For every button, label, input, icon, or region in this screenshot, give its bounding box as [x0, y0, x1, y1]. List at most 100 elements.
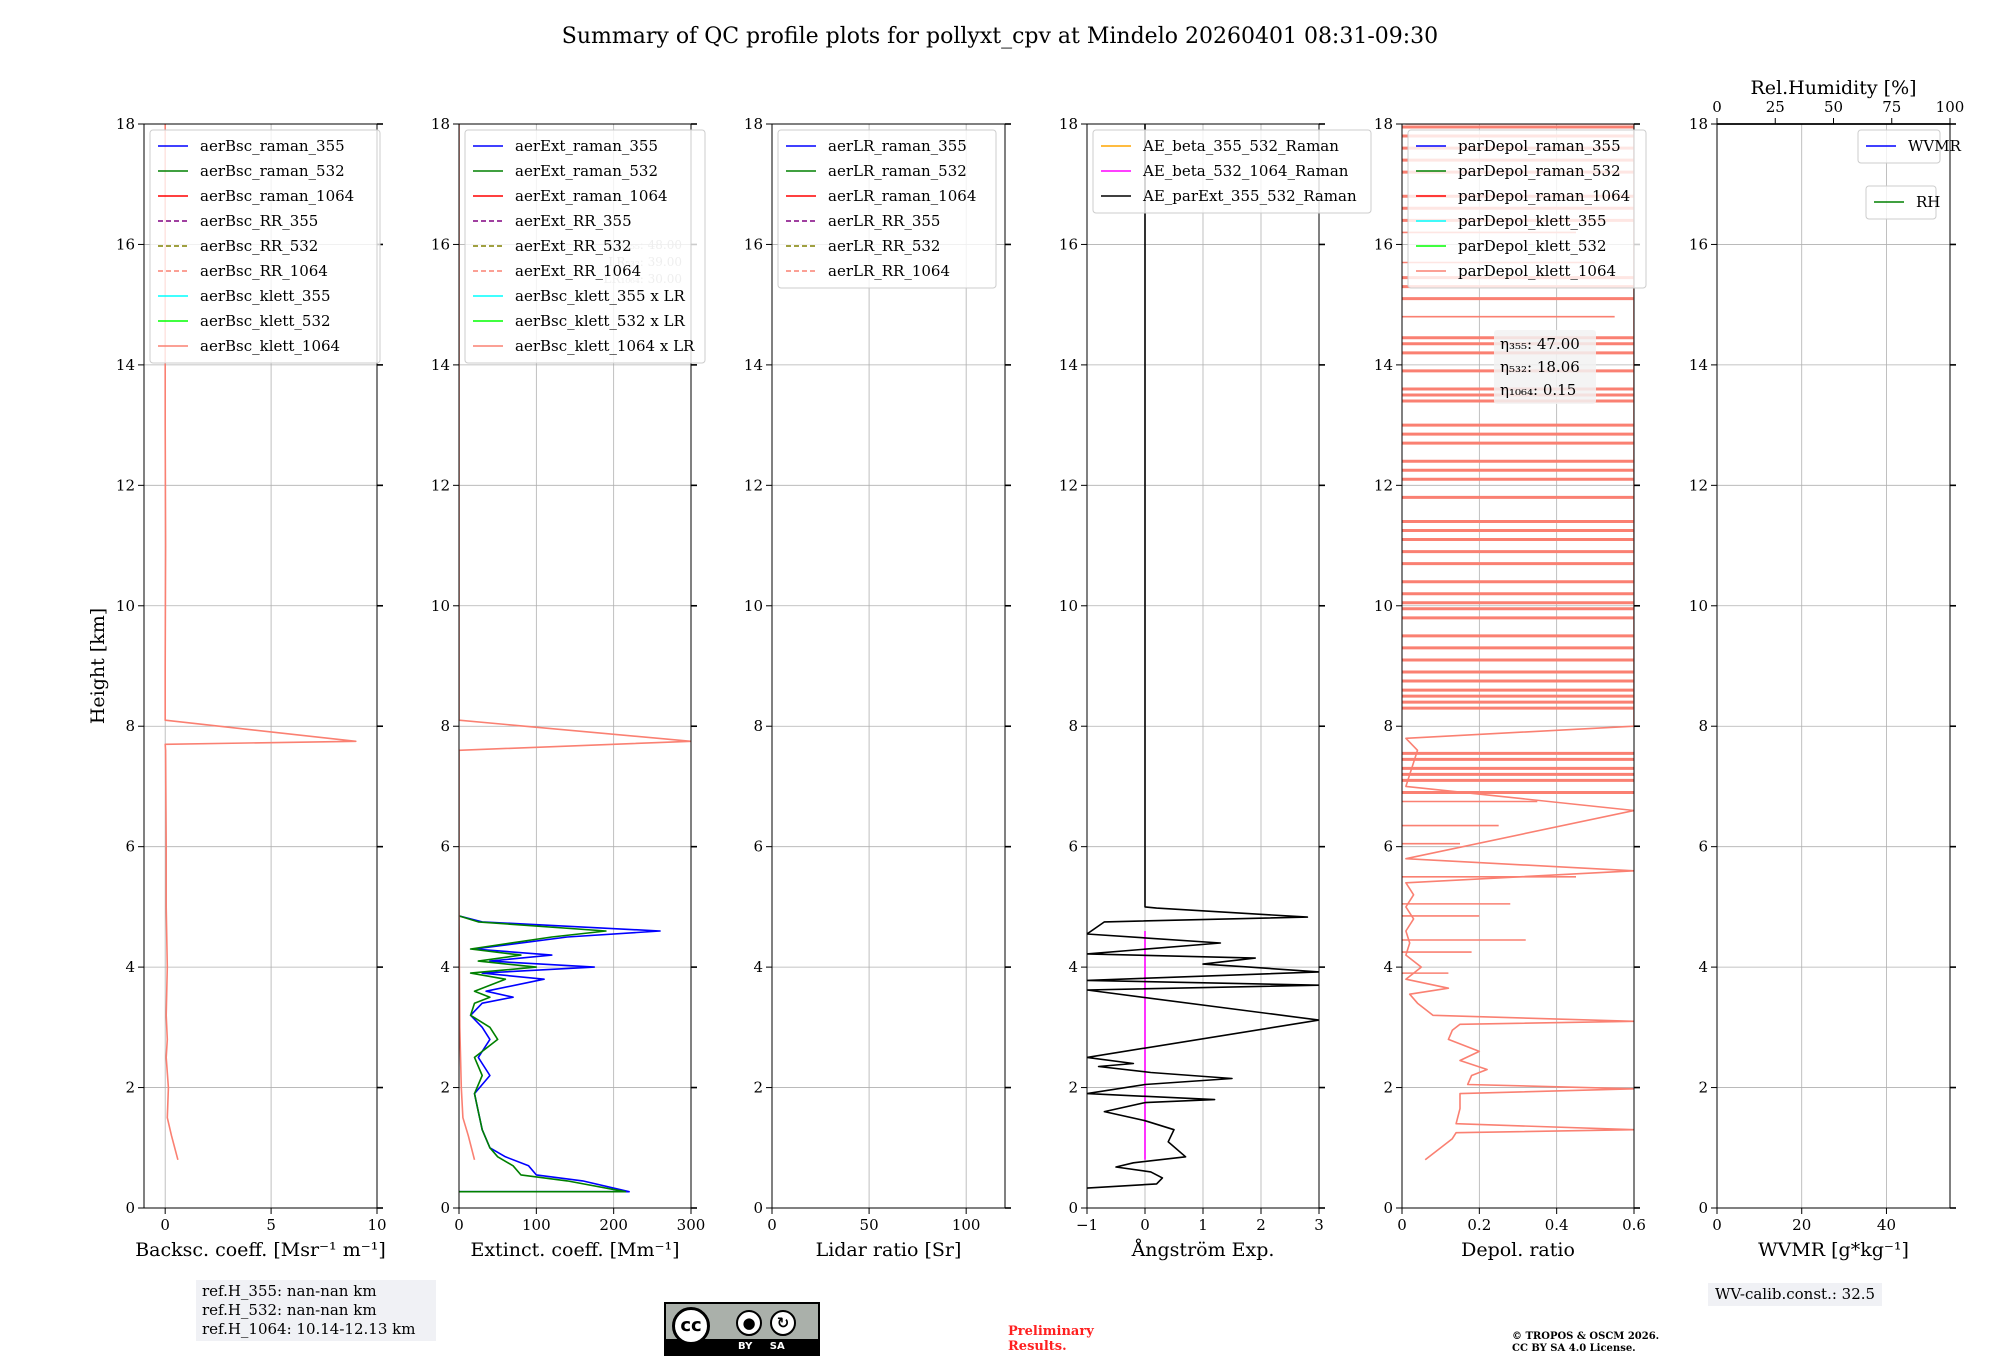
ref-height-532: ref.H_532: nan-nan km [202, 1301, 377, 1319]
legend-label: aerExt_raman_532 [515, 162, 658, 180]
xtick-label: 0.4 [1545, 1216, 1569, 1234]
legend-label: AE_beta_532_1064_Raman [1142, 162, 1349, 180]
xtick-label: 100 [952, 1216, 981, 1234]
data-layer-bsc [164, 124, 357, 1161]
legend-label: aerBsc_raman_1064 [200, 187, 354, 205]
ytick-label: 8 [753, 717, 763, 735]
series-aerBsc_klett_1064 [164, 124, 357, 1161]
ytick-label: 18 [744, 115, 763, 133]
ytick-label: 0 [1383, 1199, 1393, 1217]
legend-label: aerBsc_klett_1064 [200, 337, 340, 355]
legend-label: AE_parExt_355_532_Raman [1142, 187, 1357, 205]
top-axis-label: Rel.Humidity [%] [1750, 77, 1916, 99]
legend-ext [464, 129, 706, 364]
ytick-label: 4 [1383, 958, 1393, 976]
top-xtick-label: 50 [1824, 98, 1843, 116]
ytick-label: 14 [1689, 356, 1708, 374]
xtick-label: 300 [677, 1216, 706, 1234]
ytick-label: 10 [1689, 597, 1708, 615]
axes-frame-depol [1401, 123, 1635, 1209]
ytick-label: 8 [1698, 717, 1708, 735]
ytick-label: 10 [744, 597, 763, 615]
ytick-label: 0 [125, 1199, 135, 1217]
xtick-label: −1 [1076, 1216, 1098, 1234]
legend-label: aerExt_raman_355 [515, 137, 658, 155]
ytick-label: 6 [1068, 838, 1078, 856]
ytick-label: 18 [1374, 115, 1393, 133]
ytick-label: 14 [1374, 356, 1393, 374]
attribution-person-icon: ● [736, 1310, 762, 1336]
ref-height-1064: ref.H_1064: 10.14-12.13 km [202, 1320, 416, 1338]
ytick-label: 2 [1068, 1079, 1078, 1097]
legend-label: aerBsc_raman_355 [200, 137, 345, 155]
ytick-label: 6 [1383, 838, 1393, 856]
xaxis-label-wv: WVMR [g*kg⁻¹] [1758, 1239, 1909, 1261]
ytick-label: 4 [440, 958, 450, 976]
wv-calibration-box: WV-calib.const.: 32.5 [1708, 1283, 1883, 1306]
cc-license-logo: cc ● ↻ BY SA [664, 1302, 820, 1356]
series-parDepol_klett_1064 [1405, 124, 1634, 1161]
data-layer-ae [1087, 124, 1319, 1189]
preliminary-results-note: Preliminary Results. [1008, 1324, 1094, 1354]
ytick-label: 2 [1698, 1079, 1708, 1097]
ytick-label: 6 [753, 838, 763, 856]
ytick-label: 2 [125, 1079, 135, 1097]
legend-label: parDepol_raman_532 [1458, 162, 1621, 180]
ytick-label: 18 [116, 115, 135, 133]
legend-label: aerExt_RR_532 [515, 237, 632, 255]
ytick-label: 8 [1383, 717, 1393, 735]
ytick-label: 16 [744, 235, 763, 253]
data-layer-ext [459, 124, 691, 1193]
legend-lr [777, 129, 997, 289]
copyright-line-2: CC BY SA 4.0 License. [1512, 1343, 1636, 1354]
ytick-label: 12 [1059, 476, 1078, 494]
axes-frame-ext [458, 123, 692, 1209]
ytick-label: 12 [1374, 476, 1393, 494]
xaxis-label-depol: Depol. ratio [1461, 1239, 1575, 1261]
legend-label: aerExt_RR_1064 [515, 262, 641, 280]
legend-label: parDepol_raman_1064 [1458, 187, 1630, 205]
preliminary-line-2: Results. [1008, 1339, 1067, 1354]
ytick-label: 14 [431, 356, 450, 374]
axes-frame-wv [1716, 123, 1951, 1209]
legend-label: aerLR_raman_532 [828, 162, 967, 180]
xaxis-label-ae: Ångström Exp. [1131, 1239, 1275, 1261]
legend-ae [1092, 129, 1372, 214]
xtick-label: 0.6 [1622, 1216, 1646, 1234]
ytick-label: 12 [1689, 476, 1708, 494]
legend-bsc [149, 129, 381, 364]
xtick-label: 2 [1256, 1216, 1266, 1234]
ytick-label: 8 [1068, 717, 1078, 735]
panel-ext: 0 2 4 6 8 10 12 14 16 18 0 100 200 300 Extinct. coeff.… [431, 115, 706, 1261]
ytick-label: 14 [116, 356, 135, 374]
xtick-label: 50 [860, 1216, 879, 1234]
top-xtick-label: 100 [1936, 98, 1965, 116]
legend-label: parDepol_klett_355 [1458, 212, 1607, 230]
legend-label: WVMR [1908, 137, 1962, 155]
eta-box [1494, 330, 1596, 404]
series-aerExt_raman_532 [459, 915, 627, 1193]
ytick-label: 12 [744, 476, 763, 494]
ytick-label: 6 [440, 838, 450, 856]
panel-lr: 0 2 4 6 8 10 12 14 16 18 0 50 100 Lidar ratio [Sr] aer… [744, 115, 1011, 1261]
legend-label: parDepol_klett_1064 [1458, 262, 1616, 280]
legend-wv [1857, 129, 1941, 164]
xtick-label: 0 [1397, 1216, 1407, 1234]
xaxis-label-ext: Extinct. coeff. [Mm⁻¹] [470, 1239, 679, 1261]
ytick-label: 18 [431, 115, 450, 133]
ref-height-355: ref.H_355: nan-nan km [202, 1282, 377, 1300]
ytick-label: 2 [1383, 1079, 1393, 1097]
ytick-label: 0 [753, 1199, 763, 1217]
xtick-label: 0 [767, 1216, 777, 1234]
xtick-label: 10 [367, 1216, 386, 1234]
ytick-label: 14 [1059, 356, 1078, 374]
legend-label: aerBsc_RR_532 [200, 237, 318, 255]
ytick-label: 14 [744, 356, 763, 374]
xtick-label: 0 [160, 1216, 170, 1234]
share-alike-icon: ↻ [770, 1310, 796, 1336]
ytick-label: 16 [1374, 235, 1393, 253]
ytick-label: 16 [431, 235, 450, 253]
ytick-label: 4 [1698, 958, 1708, 976]
